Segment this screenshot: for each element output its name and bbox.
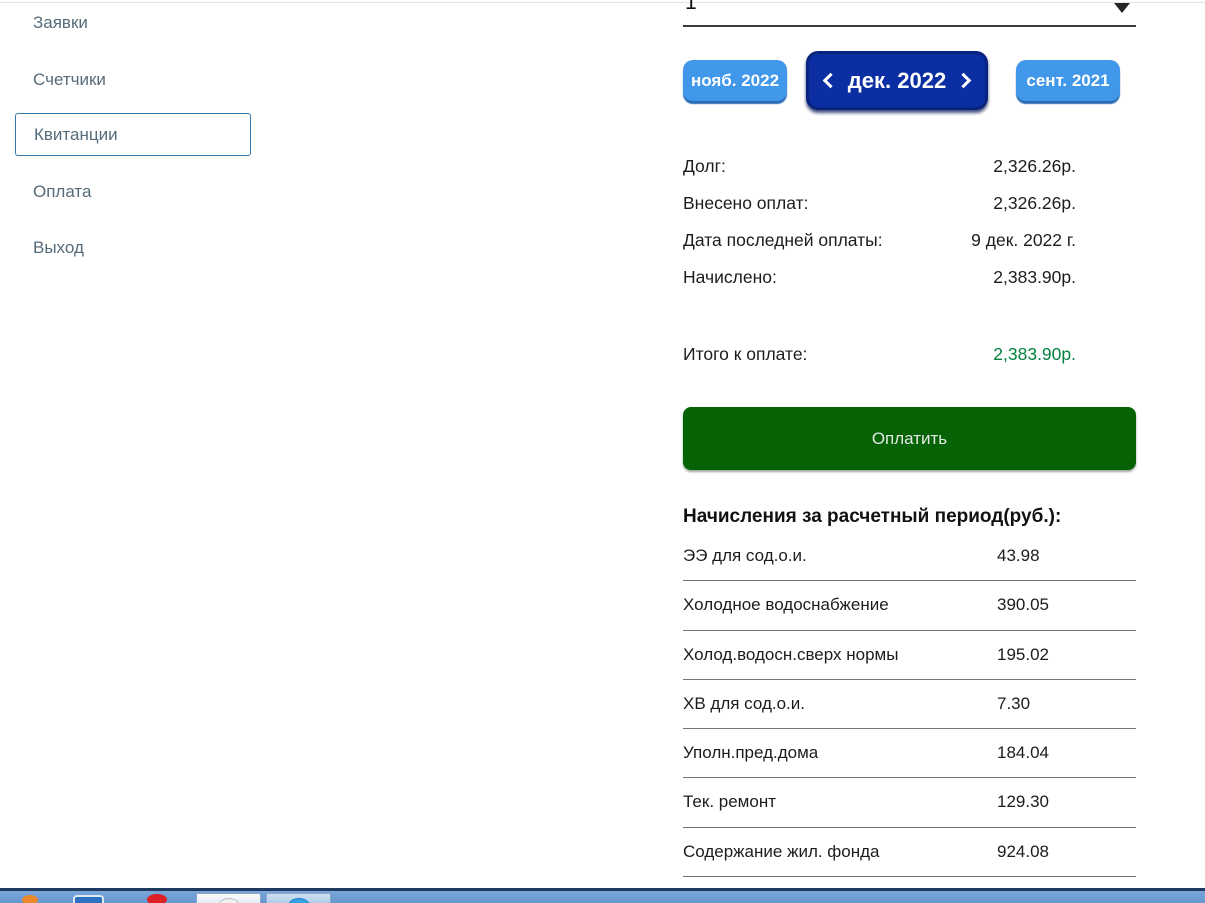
app-icon (287, 898, 310, 903)
charges-title: Начисления за расчетный период(руб.): (683, 506, 1062, 527)
charge-row: Уполн.пред.дома 184.04 (683, 729, 1136, 779)
window-taskbar-button[interactable] (73, 895, 104, 903)
charge-row: ЭЭ для сод.о.и. 43.98 (683, 532, 1136, 582)
summary-row-debt: Долг: 2,326.26р. (683, 156, 1136, 180)
summary-label: Внесено оплат: (683, 193, 809, 213)
taskbar-app-button[interactable] (266, 893, 331, 903)
charge-amount: 129.30 (997, 792, 1049, 812)
charge-name: Содержание жил. фонда (683, 841, 880, 861)
taskbar-app-button[interactable] (196, 893, 261, 903)
summary-value: 2,383.90р. (993, 267, 1076, 287)
charge-row: ХВ для сод.о.и. 7.30 (683, 680, 1136, 730)
sidebar-item-payment[interactable]: Оплата (33, 182, 92, 201)
sidebar-item-meters[interactable]: Счетчики (33, 70, 106, 89)
current-month-label: дек. 2022 (847, 67, 947, 93)
sidebar-item-receipts[interactable]: Квитанции (15, 113, 251, 156)
charge-name: Холод.водосн.сверх нормы (683, 644, 899, 664)
summary-row-last-payment-date: Дата последней оплаты: 9 дек. 2022 г. (683, 230, 1136, 254)
charge-row: Тек. ремонт 129.30 (683, 778, 1136, 828)
summary-row-total-due: Итого к оплате: 2,383.90р. (683, 344, 1136, 368)
sidebar-item-logout[interactable]: Выход (33, 238, 84, 257)
caret-down-icon[interactable] (1114, 3, 1130, 13)
charges-table: ЭЭ для сод.о.и. 43.98 Холодное водоснабж… (683, 532, 1136, 878)
charge-amount: 184.04 (997, 743, 1049, 763)
charge-row: Холод.водосн.сверх нормы 195.02 (683, 631, 1136, 680)
current-month-button[interactable]: дек. 2022 (806, 51, 988, 110)
chevron-left-icon[interactable] (822, 72, 839, 89)
charge-row: Холодное водоснабжение 390.05 (683, 581, 1136, 631)
opera-icon[interactable] (147, 894, 167, 903)
charge-amount: 195.02 (997, 644, 1049, 664)
summary-label: Долг: (683, 156, 726, 176)
sidebar-item-requests[interactable]: Заявки (33, 13, 88, 32)
charge-amount: 7.30 (997, 693, 1031, 713)
charge-amount: 43.98 (997, 546, 1040, 565)
charge-name: ЭЭ для сод.о.и. (683, 546, 807, 565)
pay-button[interactable]: Оплатить (683, 407, 1136, 470)
firefox-icon[interactable] (22, 895, 38, 903)
next-month-button[interactable]: сент. 2021 (1016, 60, 1120, 101)
sidebar: Заявки Счетчики Квитанции Оплата Выход (0, 0, 280, 880)
app-icon (217, 898, 240, 903)
summary-value: 2,326.26р. (993, 156, 1076, 176)
summary-label: Начислено: (683, 267, 777, 287)
summary-row-paid: Внесено оплат: 2,326.26р. (683, 193, 1136, 217)
summary-value: 2,326.26р. (993, 193, 1076, 213)
charge-name: Тек. ремонт (683, 792, 776, 812)
sidebar-item-receipts-label: Квитанции (34, 124, 118, 144)
charge-amount: 390.05 (997, 595, 1049, 615)
total-due-value: 2,383.90р. (993, 344, 1076, 364)
charge-name: Холодное водоснабжение (683, 595, 889, 615)
charge-amount: 924.08 (997, 841, 1049, 861)
summary-row-accrued: Начислено: 2,383.90р. (683, 267, 1136, 291)
prev-month-button[interactable]: нояб. 2022 (683, 60, 787, 101)
charge-name: Уполн.пред.дома (683, 743, 819, 763)
period-select-value: 1 (685, 0, 697, 14)
charge-row: Содержание жил. фонда 924.08 (683, 828, 1136, 878)
period-select[interactable]: 1 (683, 0, 1136, 27)
top-divider (0, 2, 1205, 3)
summary-value: 9 дек. 2022 г. (971, 230, 1076, 250)
taskbar (0, 888, 1205, 903)
chevron-right-icon[interactable] (955, 72, 972, 89)
summary-label: Дата последней оплаты: (683, 230, 883, 250)
charge-name: ХВ для сод.о.и. (683, 693, 805, 713)
total-due-label: Итого к оплате: (683, 344, 808, 364)
